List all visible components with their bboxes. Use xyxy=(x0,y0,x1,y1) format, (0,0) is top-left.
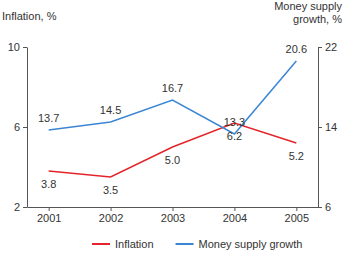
x-tick xyxy=(296,207,297,211)
plot: 2001 2002 2003 2004 2005 2 6 10 6 14 22 3.8 3.5 5.0 6.… xyxy=(8,41,338,224)
x-tick xyxy=(173,207,174,211)
y2-tick xyxy=(318,47,322,48)
x-tick-label: 2004 xyxy=(223,212,247,224)
legend-item: Inflation xyxy=(92,238,154,250)
x-tick xyxy=(234,207,235,211)
y-tick xyxy=(23,47,27,48)
legend-swatch xyxy=(176,243,194,245)
legend: Inflation Money supply growth xyxy=(92,238,302,250)
legend-item: Money supply growth xyxy=(176,238,303,250)
axis-line xyxy=(27,48,28,208)
y-tick xyxy=(23,127,27,128)
y-tick xyxy=(23,207,27,208)
data-label: 14.5 xyxy=(100,104,121,116)
x-tick xyxy=(49,207,50,211)
y-axis-title: Inflation, % xyxy=(2,10,57,22)
x-axis: 2001 2002 2003 2004 2005 xyxy=(28,207,319,224)
y2-tick-label: 22 xyxy=(325,41,337,53)
data-label: 5.2 xyxy=(289,150,304,162)
data-label: 3.8 xyxy=(41,178,56,190)
legend-label: Money supply growth xyxy=(199,238,303,250)
data-label: 5.0 xyxy=(165,154,180,166)
data-label: 3.5 xyxy=(103,184,118,196)
y-axis: 2 6 10 xyxy=(8,41,28,213)
y2-tick xyxy=(318,127,322,128)
x-tick-label: 2001 xyxy=(37,212,61,224)
x-tick-label: 2003 xyxy=(161,212,185,224)
x-tick xyxy=(111,207,112,211)
y-tick-label: 10 xyxy=(8,41,20,53)
x-tick-label: 2005 xyxy=(285,212,309,224)
series-line xyxy=(49,61,297,134)
y2-axis: 6 14 22 xyxy=(318,41,337,213)
legend-label: Inflation xyxy=(115,238,154,250)
data-label: 20.6 xyxy=(286,43,307,55)
y2-tick-label: 14 xyxy=(325,121,337,133)
chart: 2001 2002 2003 2004 2005 2 6 10 6 14 22 3.8 3.5 5.0 6.… xyxy=(0,0,344,261)
y2-tick-label: 6 xyxy=(325,201,331,213)
lines xyxy=(49,61,297,177)
data-label: 16.7 xyxy=(162,82,183,94)
y2-tick xyxy=(318,207,322,208)
data-labels: 3.8 3.5 5.0 6.2 5.2 13.7 14.5 16.7 13.3 20.6 xyxy=(38,43,307,196)
series-line xyxy=(49,123,297,177)
data-label: 6.2 xyxy=(227,130,242,142)
data-label: 13.7 xyxy=(38,112,59,124)
y-tick-label: 6 xyxy=(14,121,20,133)
legend-swatch xyxy=(92,243,110,245)
x-tick-label: 2002 xyxy=(99,212,123,224)
y-tick-label: 2 xyxy=(14,201,20,213)
y2-axis-title: Money supplygrowth, % xyxy=(274,0,342,25)
data-label: 13.3 xyxy=(224,116,245,128)
